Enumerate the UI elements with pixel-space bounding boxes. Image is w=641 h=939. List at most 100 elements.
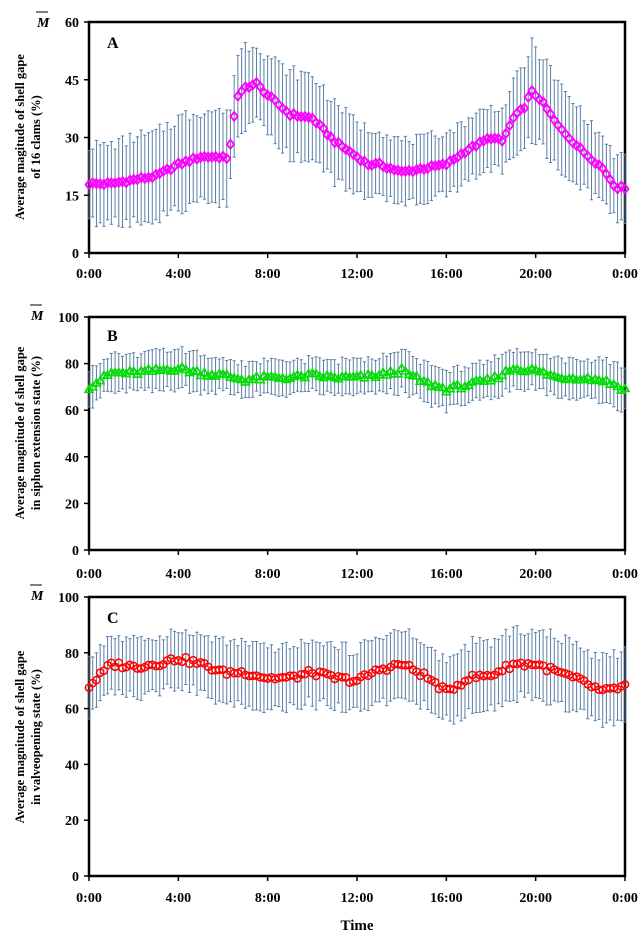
panel-c-error-bar — [191, 635, 195, 686]
panel-a-error-bar — [530, 37, 534, 145]
panel-c-error-bar — [422, 644, 426, 702]
panel-b-error-bar — [98, 363, 102, 399]
panel-a-error-bar — [258, 53, 262, 121]
panel-a-y-tick-label: 0 — [72, 247, 79, 262]
panel-b-error-bar — [217, 358, 221, 389]
panel-b-data-point — [169, 365, 180, 375]
panel-a-error-bar — [563, 90, 568, 178]
panel-a-error-bar — [575, 106, 579, 185]
panel-a-data-point — [545, 108, 556, 120]
panel-b-data-point — [582, 371, 594, 382]
panel-a-data-point — [132, 173, 143, 186]
panel-a-error-bar — [593, 132, 597, 195]
panel-a-y-tick-label: 45 — [65, 74, 79, 89]
panel-a-error-bar — [537, 59, 541, 140]
panel-b-error-bar — [422, 359, 426, 403]
panel-a-x-tick-label: 16:00 — [430, 267, 463, 282]
panel-b-error-bar — [418, 363, 422, 399]
panel-b-data-point — [504, 365, 515, 375]
panel-c-x-tick-label: 0:00 — [76, 891, 102, 906]
panel-b-error-bar — [161, 347, 166, 392]
panel-b-data-point — [202, 370, 214, 380]
panel-a-error-bar — [225, 109, 229, 208]
panel-c-data-point — [453, 680, 462, 690]
panel-a-data-point — [367, 159, 377, 172]
panel-c-y-tick-label: 40 — [65, 758, 79, 773]
panel-a-data-point — [419, 163, 429, 176]
panel-c-data-point — [196, 658, 206, 667]
panel-b-data-point — [199, 367, 210, 377]
panel-b-data-point — [429, 379, 441, 389]
panel-a-data-point — [259, 86, 269, 99]
panel-b-data-point — [139, 365, 151, 375]
panel-a-error-bar — [586, 123, 590, 189]
panel-b-data-point — [481, 372, 493, 383]
panel-b-error-bar — [388, 353, 393, 390]
panel-b-y-ticks: 0 20 40 60 80 100 — [58, 311, 89, 559]
panel-b-data-point — [128, 365, 140, 376]
panel-b-error-bar — [236, 364, 240, 394]
panel-c-error-bar — [314, 641, 318, 711]
panel-c-error-bar — [307, 642, 311, 698]
panel-c-data-point — [587, 682, 596, 692]
panel-b-data-point — [489, 370, 501, 380]
panel-b-x-tick-label: 8:00 — [255, 567, 281, 582]
panel-b-error-bar — [180, 346, 184, 389]
panel-b-error-bar — [604, 356, 608, 403]
panel-b-y-label: Average magnitude of shell gape in sipho… — [13, 346, 43, 519]
panel-a-error-bar — [604, 143, 608, 205]
panel-a-data-point — [497, 135, 507, 148]
panel-c-data-point — [430, 677, 440, 687]
panel-c-data-point — [620, 680, 630, 689]
panel-c-error-bar — [187, 634, 192, 693]
panel-a-data-point — [449, 153, 459, 166]
panel-c-x-tick-label: 8:00 — [255, 891, 281, 906]
panel-b-error-bar — [396, 351, 400, 396]
panel-a-error-bar — [236, 54, 240, 138]
panel-b-error-bar — [269, 357, 273, 395]
panel-a-data-point — [519, 102, 530, 115]
panel-b-error-bar — [452, 366, 456, 405]
panel-b-data-point — [355, 369, 367, 379]
panel-b-data-point — [251, 370, 262, 381]
panel-b-data-point — [597, 375, 609, 386]
panel-a-error-bar — [455, 122, 460, 193]
panel-a-error-bar — [571, 102, 575, 183]
panel-c-error-bar — [504, 628, 508, 702]
panel-b-error-bar — [191, 349, 195, 393]
panel-a-error-bar — [355, 121, 359, 193]
panel-a-x-tick-label: 20:00 — [519, 267, 552, 282]
panel-c-error-bar — [117, 635, 121, 691]
panel-c-error-bar — [474, 642, 478, 714]
panel-a-data-point — [110, 177, 120, 190]
panel-a-error-bar — [612, 158, 616, 214]
panel-b-data-point — [612, 380, 623, 391]
panel-b-data-point — [452, 379, 463, 389]
panel-b-error-bar — [511, 351, 515, 387]
panel-a-error-bar — [608, 145, 612, 214]
panel-b-y-tick-label: 20 — [65, 497, 79, 512]
panel-b-error-bar — [515, 348, 519, 390]
panel-a-error-bar — [623, 153, 627, 224]
panel-c-x-tick-label: 16:00 — [430, 891, 463, 906]
panel-b-error-bar — [146, 349, 151, 389]
panel-c-error-bar — [522, 634, 527, 698]
panel-a-error-bar — [161, 130, 166, 212]
panel-b-data-point — [522, 364, 534, 375]
panel-c-error-bar — [359, 642, 363, 712]
panel-b-error-bar — [455, 364, 460, 405]
panel-a-data-point — [568, 136, 578, 149]
panel-a-error-bar — [511, 77, 515, 159]
panel-b-data-point — [191, 365, 203, 375]
panel-c-error-bar — [310, 639, 314, 707]
panel-b-data-point — [83, 383, 95, 394]
panel-a-data-point — [609, 179, 619, 192]
panel-c-error-bar — [441, 653, 445, 720]
panel-a-error-bar — [560, 83, 564, 176]
panel-a-data-point — [612, 182, 623, 195]
panel-b-error-bar — [493, 354, 497, 398]
panel-c-data-point — [535, 660, 544, 669]
panel-b-data-point — [537, 365, 549, 376]
